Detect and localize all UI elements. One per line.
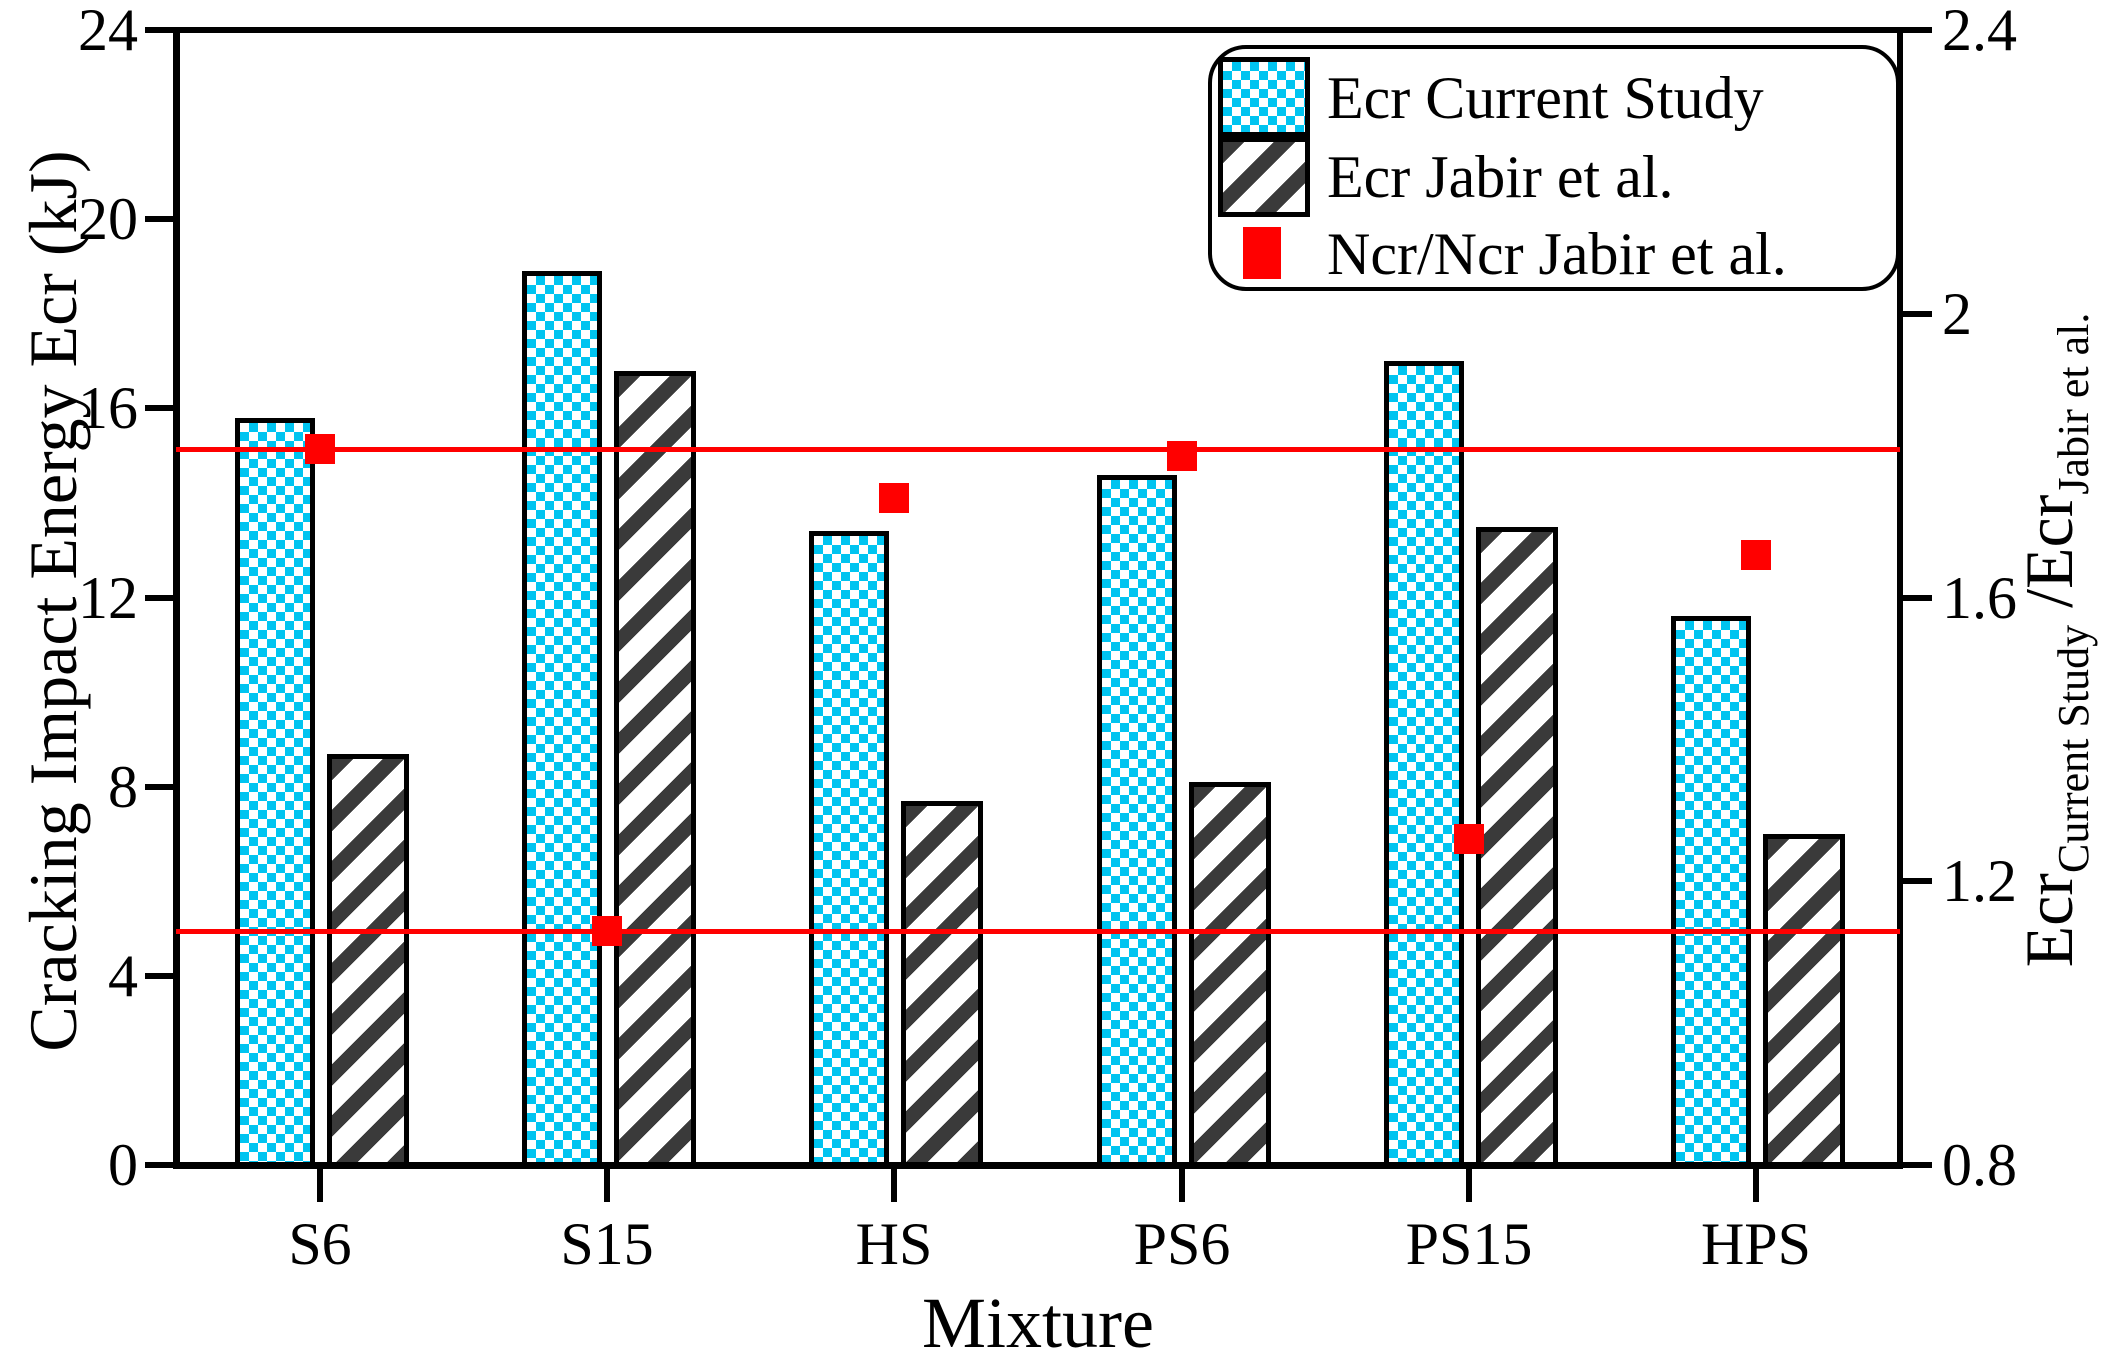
reference-line-2 <box>176 929 1900 934</box>
bar-ecr-current-S6 <box>235 418 315 1168</box>
ncr-ratio-marker-S6 <box>305 434 335 464</box>
y-right-tick-label-1.2: 1.2 <box>1942 848 2017 914</box>
y-left-tick-label-20: 20 <box>78 186 138 252</box>
bar-ecr-current-HPS <box>1671 616 1751 1168</box>
legend <box>1208 45 1900 291</box>
bar-ecr-jabir-HPS <box>1763 834 1845 1168</box>
y-right-tick-0.8 <box>1901 1162 1932 1168</box>
y-left-tick-12 <box>145 595 176 601</box>
legend-swatch-ncr-ratio <box>1243 227 1281 279</box>
axis-spine-bottom <box>173 1162 1903 1169</box>
y-right-tick-1.6 <box>1901 595 1932 601</box>
x-category-label-S6: S6 <box>288 1211 352 1277</box>
x-category-label-PS6: PS6 <box>1133 1211 1231 1277</box>
y-left-tick-20 <box>145 216 176 222</box>
bar-ecr-jabir-S15 <box>614 371 696 1169</box>
x-tick-HPS <box>1753 1168 1759 1202</box>
legend-label-ecr-jabir: Ecr Jabir et al. <box>1327 144 1674 210</box>
y-left-tick-label-8: 8 <box>108 754 138 820</box>
bar-ecr-current-PS6 <box>1097 475 1177 1168</box>
bar-ecr-current-PS15 <box>1384 361 1464 1168</box>
bar-ecr-jabir-PS15 <box>1476 527 1558 1168</box>
ncr-ratio-marker-PS6 <box>1167 441 1197 471</box>
y-left-tick-8 <box>145 784 176 790</box>
y-left-tick-0 <box>145 1162 176 1168</box>
y-right-tick-1.2 <box>1901 878 1932 884</box>
y-left-tick-4 <box>145 973 176 979</box>
ncr-ratio-marker-HS <box>879 483 909 513</box>
x-tick-PS15 <box>1466 1168 1472 1202</box>
y-right-tick-2 <box>1901 311 1932 317</box>
legend-label-ecr-current-study: Ecr Current Study <box>1327 65 1764 131</box>
y-left-tick-label-24: 24 <box>78 0 138 63</box>
bar-ecr-current-HS <box>809 531 889 1168</box>
x-category-label-HS: HS <box>855 1211 933 1277</box>
axis-spine-left <box>173 27 180 1168</box>
ncr-ratio-marker-PS15 <box>1454 824 1484 854</box>
y-left-tick-label-4: 4 <box>108 943 138 1009</box>
legend-label-ncr-ratio: Ncr/Ncr Jabir et al. <box>1327 221 1787 287</box>
legend-swatch-ecr-current-study <box>1218 57 1310 137</box>
y-right-tick-label-1.6: 1.6 <box>1942 565 2017 631</box>
y-right-title-sub1: Current Study <box>2049 624 2098 874</box>
bar-ecr-jabir-S6 <box>327 754 409 1168</box>
legend-swatch-ecr-jabir <box>1218 137 1310 217</box>
y-right-tick-label-2.4: 2.4 <box>1942 0 2017 63</box>
y-right-tick-2.4 <box>1901 27 1932 33</box>
y-right-title-main1: Ecr <box>2011 873 2087 968</box>
y-right-title-sub2: Jabir et al. <box>2049 312 2098 495</box>
y-left-tick-16 <box>145 405 176 411</box>
reference-line-1 <box>176 447 1900 452</box>
y-left-tick-24 <box>145 27 176 33</box>
y-left-tick-label-16: 16 <box>78 375 138 441</box>
x-axis-title: Mixture <box>922 1283 1154 1358</box>
y-right-tick-label-0.8: 0.8 <box>1942 1132 2017 1198</box>
x-tick-PS6 <box>1179 1168 1185 1202</box>
y-axis-right-title: EcrCurrent Study /EcrJabir et al. <box>2010 10 2098 1270</box>
x-category-label-HPS: HPS <box>1700 1211 1812 1277</box>
ncr-ratio-marker-HPS <box>1741 540 1771 570</box>
y-right-title-main2: /Ecr <box>2011 494 2087 625</box>
x-tick-HS <box>891 1168 897 1202</box>
bar-ecr-jabir-HS <box>901 801 983 1168</box>
y-left-tick-label-12: 12 <box>78 565 138 631</box>
y-axis-left-title: Cracking Impact Energy Ecr (kJ) <box>15 150 91 1052</box>
x-tick-S6 <box>317 1168 323 1202</box>
y-right-tick-label-2: 2 <box>1942 281 1972 347</box>
ncr-ratio-marker-S15 <box>592 916 622 946</box>
bar-ecr-current-S15 <box>522 271 602 1168</box>
axis-spine-right <box>1897 27 1903 1168</box>
x-category-label-PS15: PS15 <box>1405 1211 1533 1277</box>
y-left-tick-label-0: 0 <box>108 1132 138 1198</box>
axis-spine-top <box>173 27 1903 33</box>
x-tick-S15 <box>604 1168 610 1202</box>
x-category-label-S15: S15 <box>560 1211 654 1277</box>
bar-ecr-jabir-PS6 <box>1189 782 1271 1168</box>
